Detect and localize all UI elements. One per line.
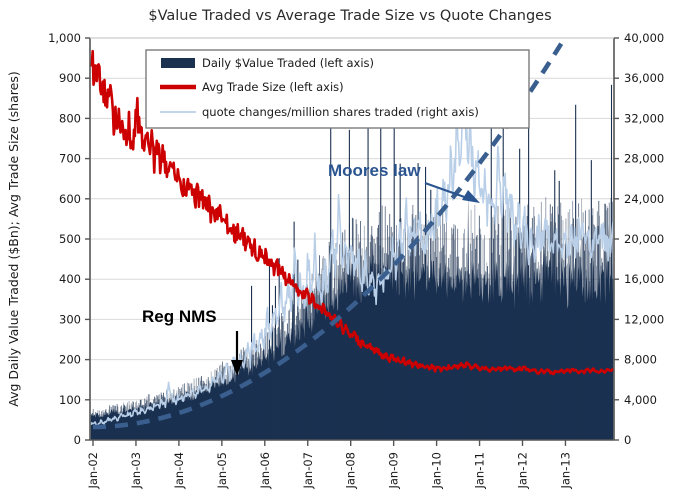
left-tick-label: 600 bbox=[59, 192, 81, 206]
legend-label-daily-value-traded: Daily $Value Traded (left axis) bbox=[202, 56, 374, 70]
left-tick-label: 500 bbox=[59, 232, 81, 246]
legend-item-quote-changes: quote changes/million shares traded (rig… bbox=[160, 105, 479, 119]
left-tick-label: 700 bbox=[59, 152, 81, 166]
right-tick-label: 24,000 bbox=[624, 192, 664, 206]
right-tick-label: 8,000 bbox=[624, 353, 657, 367]
legend-label-quote-changes: quote changes/million shares traded (rig… bbox=[202, 105, 479, 119]
right-tick-label: 16,000 bbox=[624, 272, 664, 286]
x-tick-label: Jan-10 bbox=[430, 452, 444, 490]
right-tick-label: 12,000 bbox=[624, 312, 664, 326]
right-tick-label: 20,000 bbox=[624, 232, 664, 246]
series-daily-value-traded-spikes bbox=[90, 84, 614, 440]
x-tick-label: Jan-12 bbox=[516, 452, 530, 490]
legend-box bbox=[145, 49, 530, 129]
annotation-moores-law-arrow-head bbox=[462, 190, 480, 203]
plot-data-layer bbox=[90, 38, 614, 440]
right-tick-label: 32,000 bbox=[624, 111, 664, 125]
left-tick-label: 200 bbox=[59, 353, 81, 367]
x-tick-label: Jan-09 bbox=[387, 452, 401, 490]
right-tick-label: 36,000 bbox=[624, 71, 664, 85]
left-tick-label: 800 bbox=[59, 111, 81, 125]
right-axis-ticks: 0 4,000 8,000 12,000 16,000 20,000 24,000 28,00… bbox=[614, 31, 664, 447]
annotation-moores-law-arrow-shaft bbox=[424, 182, 471, 200]
x-tick-label: Jan-06 bbox=[258, 452, 272, 490]
annotation-reg-nms: Reg NMS bbox=[142, 307, 243, 376]
left-tick-label: 300 bbox=[59, 312, 81, 326]
left-tick-label: 100 bbox=[59, 393, 81, 407]
right-tick-label: 0 bbox=[624, 433, 631, 447]
x-tick-label: Jan-11 bbox=[473, 452, 487, 490]
legend-item-daily-value-traded: Daily $Value Traded (left axis) bbox=[161, 56, 374, 70]
y-axis-title: Avg Daily Value Traded ($Bn); Avg Trade … bbox=[6, 71, 21, 406]
series-quote-changes-line bbox=[90, 100, 614, 427]
x-tick-label: Jan-07 bbox=[301, 452, 315, 490]
x-axis-ticks: Jan-02 Jan-03 Jan-04 Jan-05 Jan-06 Jan-07 Jan-… bbox=[86, 440, 572, 490]
annotation-moores-law: Moores law bbox=[328, 161, 480, 203]
chart-title: $Value Traded vs Average Trade Size vs Q… bbox=[148, 8, 551, 24]
x-tick-label: Jan-08 bbox=[344, 452, 358, 490]
annotation-reg-nms-arrow-head bbox=[231, 360, 243, 376]
legend-label-avg-trade-size: Avg Trade Size (left axis) bbox=[202, 80, 344, 94]
left-tick-label: 400 bbox=[59, 272, 81, 286]
x-tick-label: Jan-02 bbox=[86, 452, 100, 490]
x-tick-label: Jan-03 bbox=[129, 452, 143, 490]
x-tick-label: Jan-05 bbox=[215, 452, 229, 490]
annotation-moores-law-label: Moores law bbox=[328, 161, 421, 180]
annotation-reg-nms-label: Reg NMS bbox=[142, 307, 217, 326]
x-tick-label: Jan-13 bbox=[558, 452, 572, 490]
right-tick-label: 40,000 bbox=[624, 31, 664, 45]
left-tick-label: 0 bbox=[74, 433, 81, 447]
legend-item-avg-trade-size: Avg Trade Size (left axis) bbox=[160, 80, 344, 94]
legend-swatch-daily-value-traded bbox=[161, 58, 195, 68]
series-avg-trade-size-line bbox=[90, 49, 614, 376]
series-moores-law-dashed-line bbox=[92, 38, 568, 430]
left-axis-ticks: 0 100 200 300 400 500 600 700 800 900 1,000 bbox=[48, 31, 90, 447]
chart-legend: Daily $Value Traded (left axis) Avg Trad… bbox=[145, 49, 530, 129]
right-tick-label: 28,000 bbox=[624, 152, 664, 166]
left-tick-label: 900 bbox=[59, 71, 81, 85]
left-tick-label: 1,000 bbox=[48, 31, 81, 45]
x-tick-label: Jan-04 bbox=[172, 452, 186, 490]
right-tick-label: 4,000 bbox=[624, 393, 657, 407]
